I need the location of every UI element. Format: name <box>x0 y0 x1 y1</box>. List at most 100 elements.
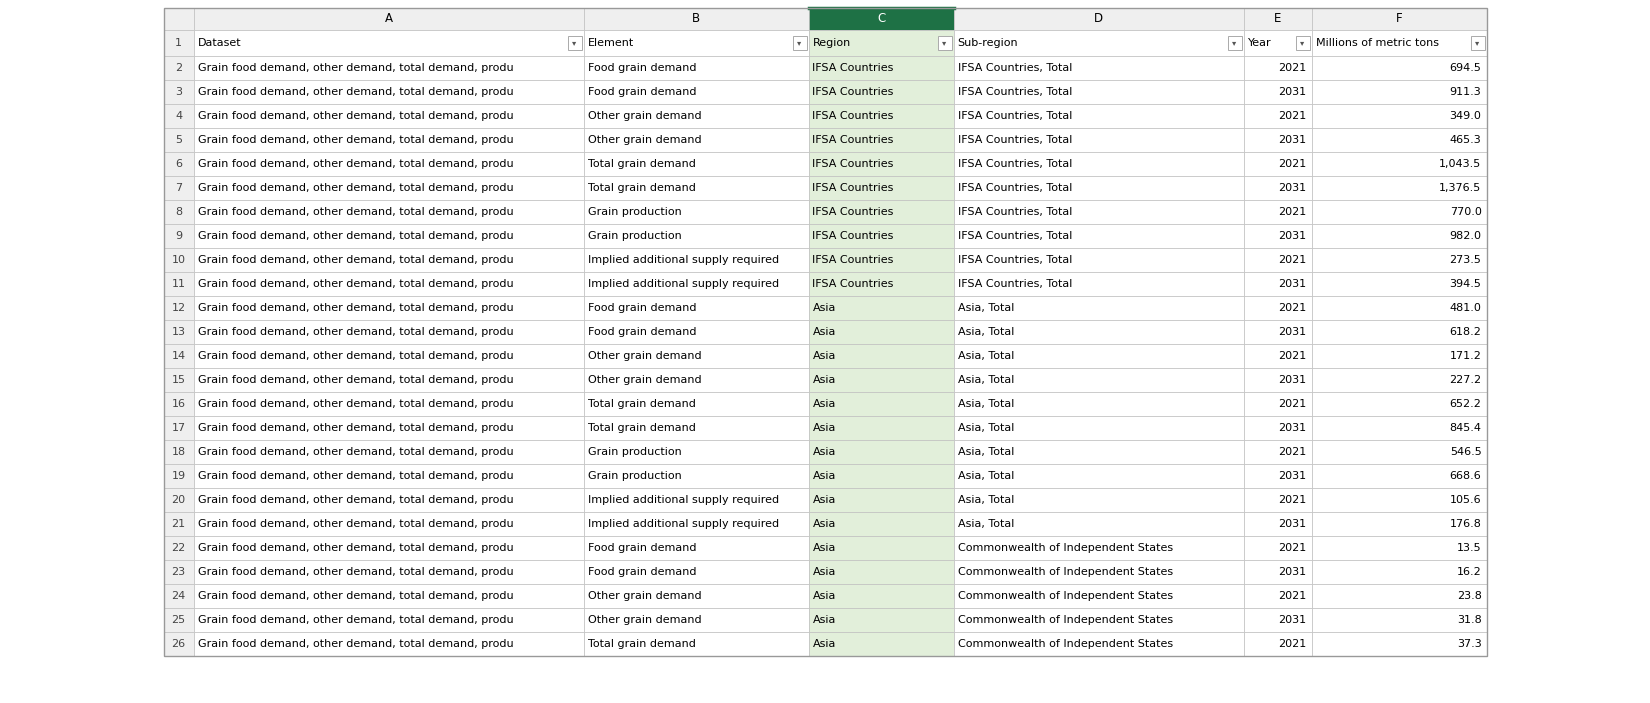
Text: 12: 12 <box>172 303 185 313</box>
Bar <box>1244 416 1312 440</box>
Text: 2031: 2031 <box>1279 135 1307 145</box>
Text: Commonwealth of Independent States: Commonwealth of Independent States <box>957 543 1173 553</box>
Text: 26: 26 <box>172 639 185 649</box>
Text: 770.0: 770.0 <box>1450 207 1482 217</box>
Text: 20: 20 <box>172 495 185 505</box>
Bar <box>163 200 193 224</box>
Text: 2031: 2031 <box>1279 471 1307 481</box>
Bar <box>1312 224 1487 248</box>
Text: Implied additional supply required: Implied additional supply required <box>587 519 779 529</box>
Text: Grain food demand, other demand, total demand, produ: Grain food demand, other demand, total d… <box>198 111 513 121</box>
Bar <box>1244 104 1312 128</box>
Text: 2031: 2031 <box>1279 567 1307 577</box>
Text: 2031: 2031 <box>1279 87 1307 97</box>
Bar <box>808 152 954 176</box>
Text: Grain production: Grain production <box>587 207 681 217</box>
Bar <box>1244 128 1312 152</box>
Text: Asia: Asia <box>812 567 837 577</box>
Bar <box>1244 8 1312 30</box>
Bar <box>1312 584 1487 608</box>
Bar <box>1312 272 1487 296</box>
Text: Grain food demand, other demand, total demand, produ: Grain food demand, other demand, total d… <box>198 351 513 361</box>
Bar <box>1244 560 1312 584</box>
Bar <box>193 368 584 392</box>
Bar <box>954 8 1244 30</box>
Text: IFSA Countries: IFSA Countries <box>812 63 894 73</box>
Bar <box>584 248 808 272</box>
Text: Year: Year <box>1247 38 1270 48</box>
Text: Asia: Asia <box>812 447 837 457</box>
Bar <box>163 608 193 632</box>
Text: IFSA Countries, Total: IFSA Countries, Total <box>957 159 1072 169</box>
Text: Asia, Total: Asia, Total <box>957 399 1013 409</box>
Bar <box>954 560 1244 584</box>
Bar <box>584 176 808 200</box>
Bar <box>1244 176 1312 200</box>
Bar <box>1312 80 1487 104</box>
Text: 23: 23 <box>172 567 185 577</box>
Bar <box>1244 320 1312 344</box>
Text: Total grain demand: Total grain demand <box>587 639 695 649</box>
Bar <box>584 488 808 512</box>
Bar <box>954 344 1244 368</box>
Bar <box>1312 560 1487 584</box>
Bar <box>1244 512 1312 536</box>
Bar <box>954 416 1244 440</box>
Bar <box>1244 272 1312 296</box>
Bar <box>584 368 808 392</box>
Bar <box>954 368 1244 392</box>
Bar <box>584 320 808 344</box>
Bar <box>584 416 808 440</box>
Bar <box>584 200 808 224</box>
Text: 22: 22 <box>172 543 185 553</box>
Text: Grain food demand, other demand, total demand, produ: Grain food demand, other demand, total d… <box>198 567 513 577</box>
Text: Other grain demand: Other grain demand <box>587 351 701 361</box>
Text: IFSA Countries: IFSA Countries <box>812 135 894 145</box>
Text: Asia: Asia <box>812 423 837 433</box>
Text: IFSA Countries, Total: IFSA Countries, Total <box>957 207 1072 217</box>
Bar <box>954 80 1244 104</box>
Bar <box>193 152 584 176</box>
Bar <box>193 512 584 536</box>
Bar <box>1312 248 1487 272</box>
Text: 2021: 2021 <box>1279 159 1307 169</box>
Bar <box>808 224 954 248</box>
Text: 7: 7 <box>175 183 182 193</box>
Text: 2031: 2031 <box>1279 423 1307 433</box>
Bar <box>808 30 954 56</box>
Text: 227.2: 227.2 <box>1449 375 1482 385</box>
Text: IFSA Countries, Total: IFSA Countries, Total <box>957 231 1072 241</box>
Text: Implied additional supply required: Implied additional supply required <box>587 255 779 265</box>
Bar <box>954 104 1244 128</box>
Bar <box>954 608 1244 632</box>
Bar <box>584 8 808 30</box>
Text: 2021: 2021 <box>1279 447 1307 457</box>
Text: Food grain demand: Food grain demand <box>587 303 696 313</box>
Text: IFSA Countries, Total: IFSA Countries, Total <box>957 63 1072 73</box>
Bar <box>163 8 1487 656</box>
Bar <box>1470 36 1485 50</box>
Text: IFSA Countries, Total: IFSA Countries, Total <box>957 87 1072 97</box>
Bar <box>584 152 808 176</box>
Text: Grain food demand, other demand, total demand, produ: Grain food demand, other demand, total d… <box>198 87 513 97</box>
Bar <box>1244 200 1312 224</box>
Text: 2: 2 <box>175 63 182 73</box>
Bar <box>193 128 584 152</box>
Text: 668.6: 668.6 <box>1450 471 1482 481</box>
Bar <box>808 632 954 656</box>
Text: Grain food demand, other demand, total demand, produ: Grain food demand, other demand, total d… <box>198 447 513 457</box>
Text: 8: 8 <box>175 207 182 217</box>
Bar <box>584 344 808 368</box>
Text: 2031: 2031 <box>1279 327 1307 337</box>
Bar <box>163 248 193 272</box>
Bar <box>163 488 193 512</box>
Text: Asia: Asia <box>812 471 837 481</box>
Bar <box>1312 176 1487 200</box>
Bar <box>1244 30 1312 56</box>
Bar <box>808 512 954 536</box>
Bar <box>584 272 808 296</box>
Text: IFSA Countries: IFSA Countries <box>812 111 894 121</box>
Bar <box>584 392 808 416</box>
Text: 1: 1 <box>175 38 182 48</box>
Text: 2021: 2021 <box>1279 111 1307 121</box>
